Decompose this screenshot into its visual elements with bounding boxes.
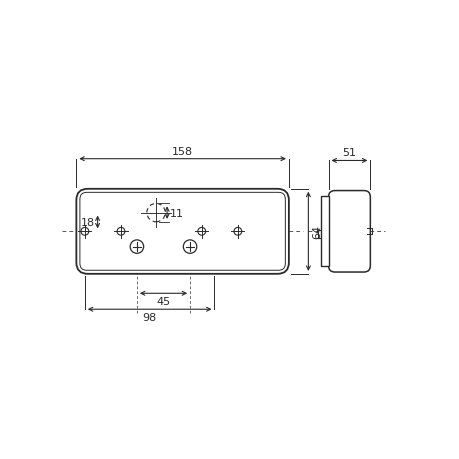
Text: 18: 18 [80,218,95,228]
Circle shape [183,241,196,254]
Circle shape [130,241,143,254]
Bar [320,197,328,267]
Text: 45: 45 [156,296,170,306]
FancyBboxPatch shape [328,191,369,273]
Text: 64: 64 [311,225,321,239]
Text: 51: 51 [341,148,356,158]
Circle shape [81,228,89,235]
Circle shape [234,228,241,235]
Text: 158: 158 [172,146,193,156]
Circle shape [197,228,205,235]
Text: 11: 11 [169,208,184,218]
Circle shape [117,228,124,235]
Text: 98: 98 [142,312,157,322]
FancyBboxPatch shape [76,190,288,274]
Circle shape [146,204,165,222]
